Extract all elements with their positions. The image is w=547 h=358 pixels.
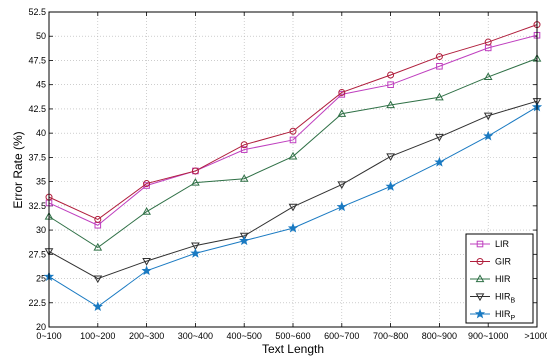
- data-point-marker: [191, 242, 200, 251]
- data-point-marker: [336, 201, 347, 212]
- series-hir-b: [44, 98, 542, 284]
- y-tick-label: 27.5: [28, 249, 46, 259]
- data-point-marker: [483, 72, 493, 81]
- y-tick-label: 47.5: [28, 55, 46, 65]
- y-tick-label: 50: [36, 31, 46, 41]
- data-point-marker: [387, 81, 394, 88]
- series-line: [48, 58, 538, 249]
- data-point-marker: [288, 203, 298, 212]
- series-hir-p: [43, 101, 543, 312]
- data-point-marker: [387, 71, 395, 79]
- data-point-marker: [484, 38, 492, 46]
- y-tick-label: 45: [36, 80, 46, 90]
- data-point-marker: [287, 222, 299, 233]
- data-point-marker: [386, 100, 395, 109]
- data-point-marker: [435, 53, 443, 61]
- data-point-marker: [475, 293, 485, 302]
- legend-label: HIR: [495, 274, 511, 284]
- data-point-marker: [94, 215, 102, 223]
- data-point-marker: [385, 181, 396, 191]
- plot-frame: [48, 11, 538, 328]
- y-tick-label: 52.5: [28, 7, 46, 17]
- x-tick-label: 300~400: [178, 331, 213, 341]
- plot-background: [49, 12, 537, 327]
- data-point-marker: [434, 156, 445, 167]
- y-axis-label: Error Rate (%): [11, 131, 25, 208]
- data-point-marker: [142, 207, 151, 215]
- data-point-marker: [338, 88, 346, 96]
- legend-label: HIRB: [495, 292, 516, 305]
- data-point-marker: [143, 180, 151, 188]
- y-tick-label: 30: [36, 225, 46, 235]
- data-point-marker: [191, 177, 200, 186]
- y-tick-label: 25: [36, 274, 46, 284]
- data-point-marker: [483, 130, 494, 141]
- x-tick-label: 400~500: [227, 331, 262, 341]
- series-line: [48, 24, 538, 220]
- data-point-marker: [142, 257, 151, 266]
- data-point-marker: [435, 92, 444, 101]
- data-point-marker: [239, 235, 250, 246]
- x-axis-label: Text Length: [262, 342, 324, 356]
- y-tick-label: 20: [36, 322, 46, 332]
- legend-label: LIR: [495, 239, 510, 249]
- data-point-marker: [93, 242, 103, 251]
- data-point-marker: [436, 62, 443, 70]
- data-point-marker: [337, 109, 347, 117]
- data-point-marker: [474, 308, 486, 319]
- x-axis-ticks: 0~100 100~200 200~300 300~400 400~500 500~600…: [36, 12, 547, 341]
- data-point-marker: [240, 146, 248, 153]
- data-point-marker: [475, 274, 485, 283]
- data-point-marker: [141, 265, 152, 276]
- legend-label: GIR: [495, 257, 512, 267]
- data-point-marker: [190, 247, 201, 258]
- data-point-marker: [435, 133, 444, 142]
- data-point-marker: [288, 151, 298, 160]
- series-lines: [43, 21, 543, 312]
- data-point-marker: [240, 141, 248, 149]
- x-tick-label: >1000: [524, 331, 547, 341]
- data-point-marker: [289, 136, 297, 144]
- x-tick-label: 100~200: [80, 331, 115, 341]
- data-point-marker: [191, 167, 199, 175]
- series-line: [48, 100, 538, 280]
- legend-label: HIRP: [495, 309, 516, 322]
- y-tick-label: 40: [36, 128, 46, 138]
- x-tick-label: 900~1000: [468, 331, 508, 341]
- y-tick-label: 42.5: [28, 104, 46, 114]
- data-point-marker: [239, 232, 249, 241]
- data-point-marker: [476, 258, 484, 265]
- x-tick-label: 600~700: [324, 331, 359, 341]
- data-point-marker: [337, 181, 347, 190]
- data-point-marker: [476, 240, 484, 248]
- x-tick-label: 800~900: [422, 331, 457, 341]
- x-tick-label: 0~100: [36, 331, 61, 341]
- x-tick-label: 200~300: [129, 331, 164, 341]
- y-tick-label: 22.5: [28, 298, 46, 308]
- series-line: [48, 34, 538, 226]
- data-point-marker: [239, 174, 249, 182]
- legend: LIR GIR HIR HIRB HIRP: [465, 233, 534, 324]
- y-tick-label: 32.5: [28, 201, 46, 211]
- x-tick-label: 700~800: [373, 331, 408, 341]
- data-point-marker: [483, 112, 493, 121]
- y-tick-label: 37.5: [28, 152, 46, 162]
- y-tick-label: 35: [36, 177, 46, 187]
- data-point-marker: [93, 275, 103, 284]
- data-point-marker: [386, 153, 395, 162]
- data-point-marker: [289, 127, 297, 135]
- x-tick-label: 500~600: [275, 331, 310, 341]
- series-hir: [44, 53, 542, 251]
- data-point-marker: [92, 301, 103, 312]
- series-gir: [45, 21, 541, 223]
